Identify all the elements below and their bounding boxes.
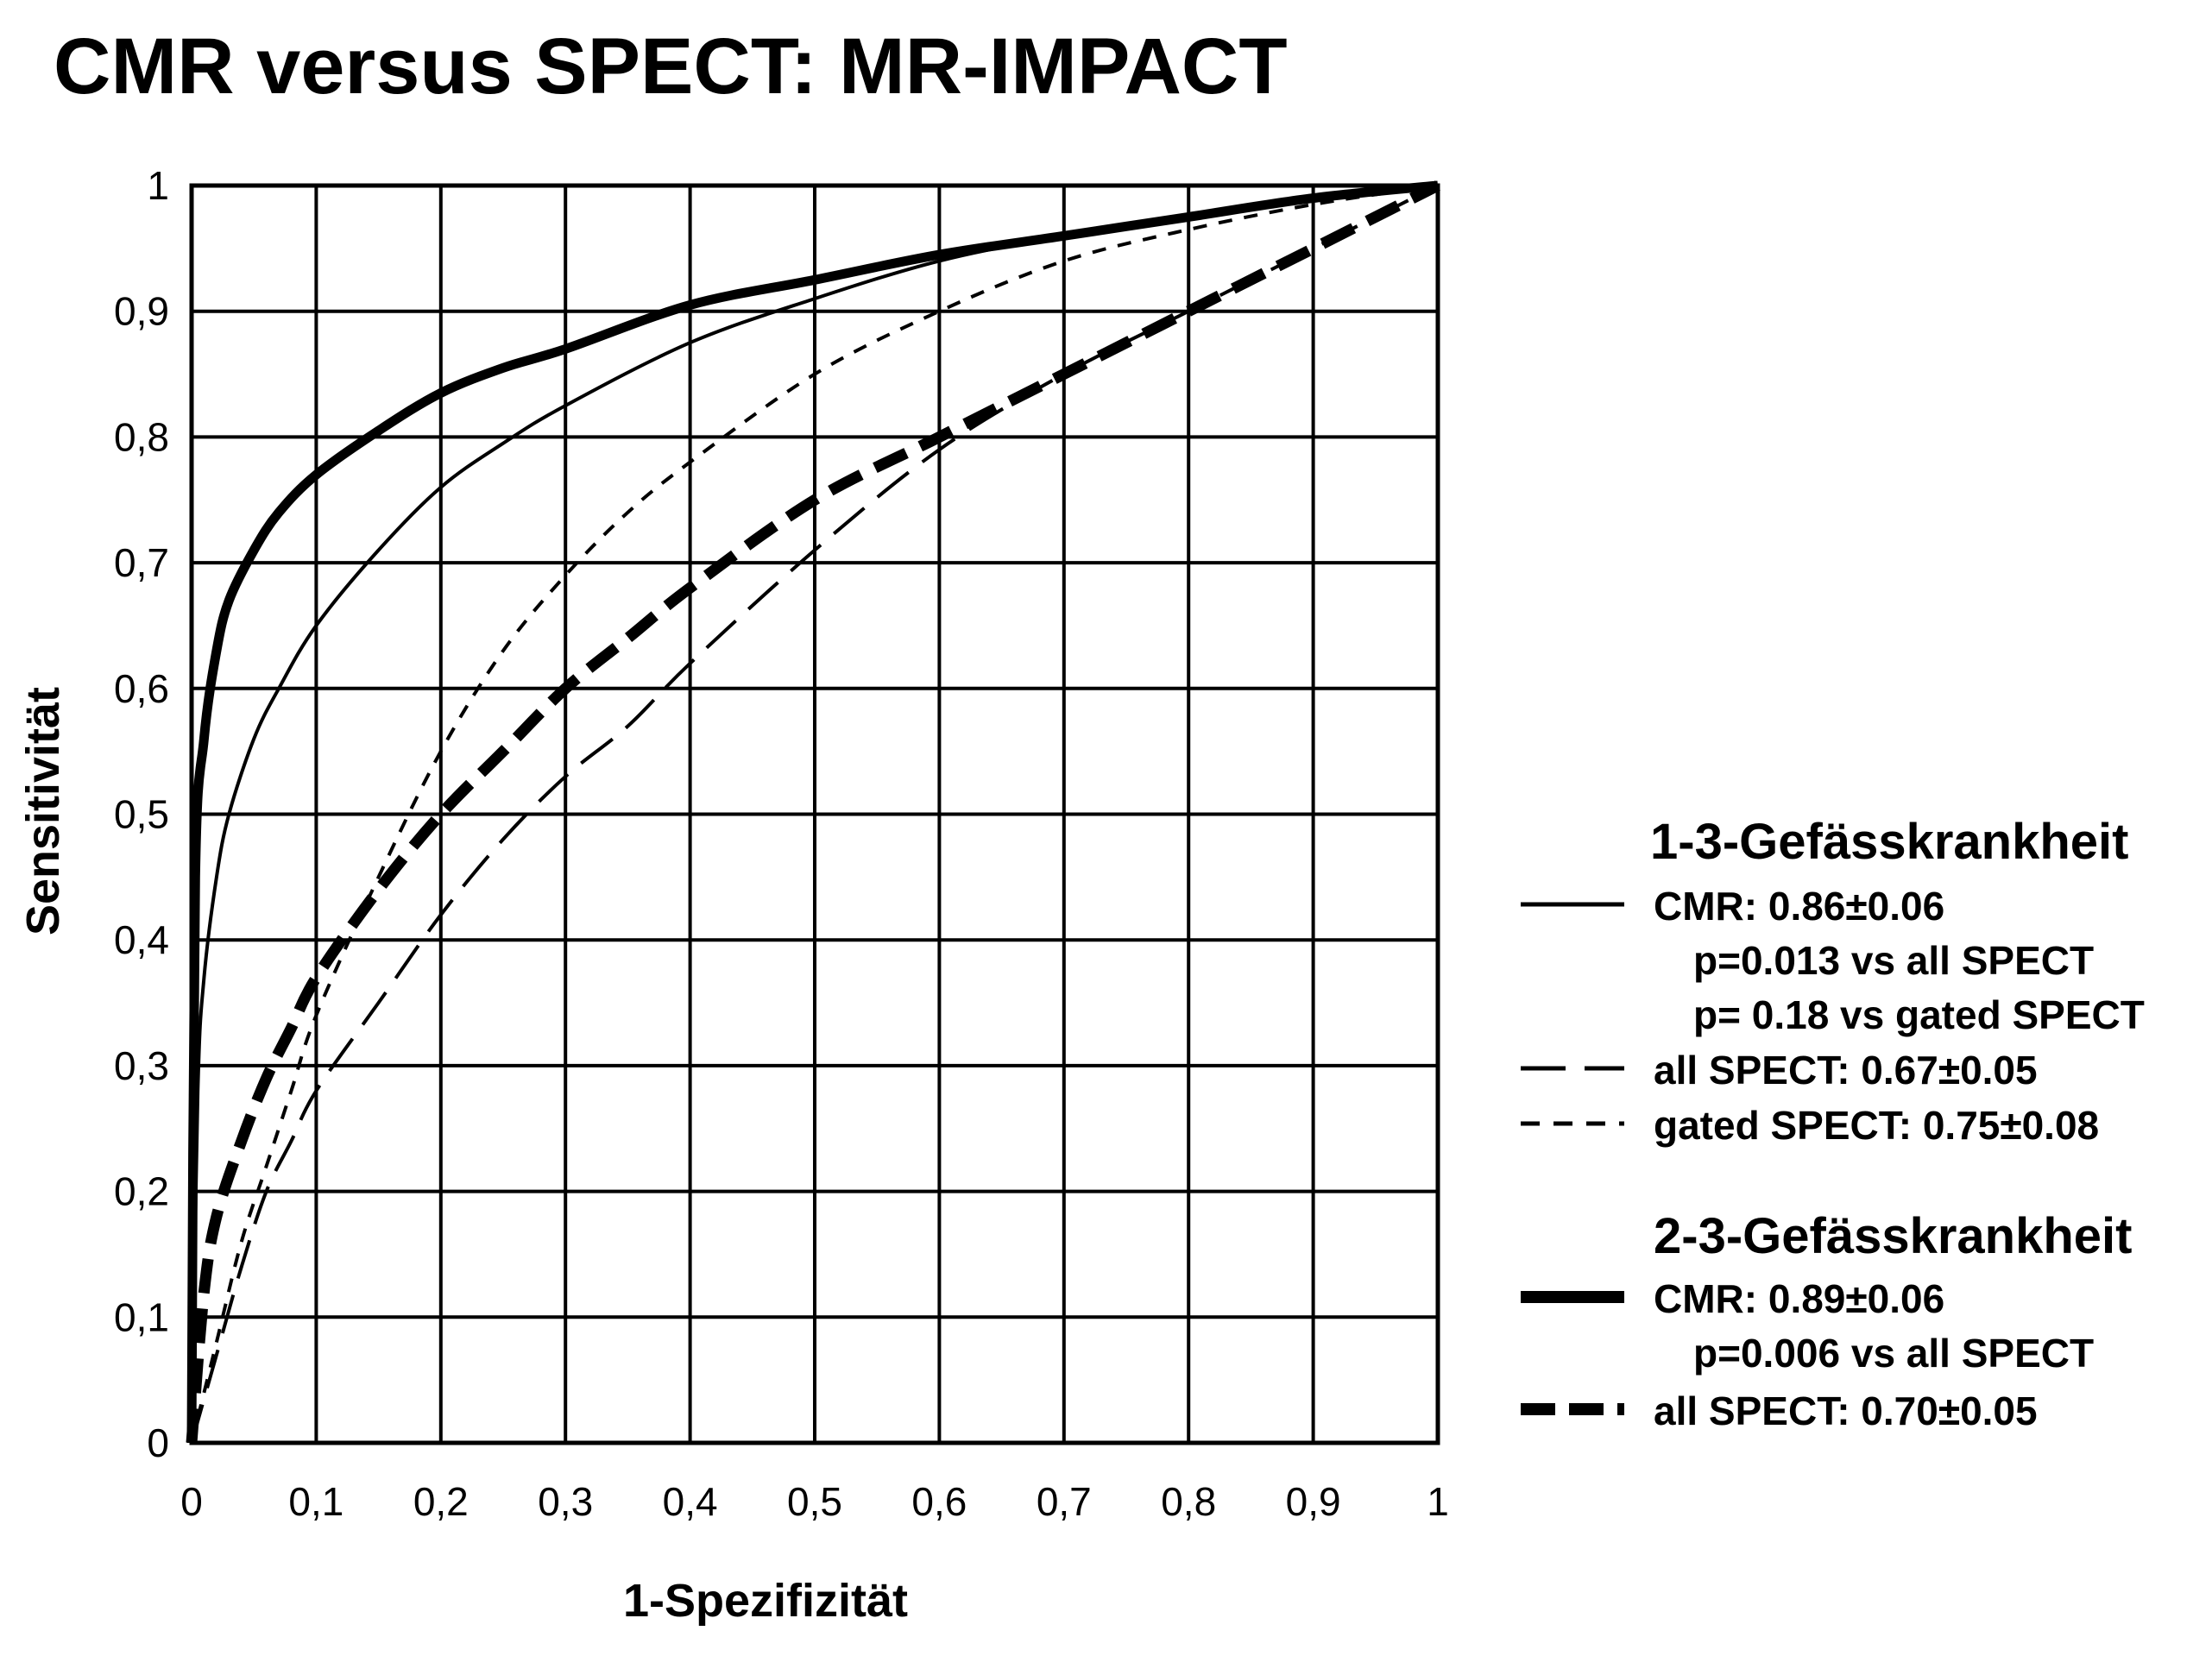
x-axis-label: 1-Spezifizität	[623, 1575, 908, 1627]
x-tick-label: 0,1	[288, 1479, 343, 1524]
y-tick-label: 0,7	[114, 540, 169, 585]
roc-curve-short-dash-thin	[190, 184, 1439, 1444]
y-tick-label: 0,8	[114, 414, 169, 459]
legend-heading-1-3: 1-3-Gefässkrankheit	[1650, 814, 2128, 870]
legend-entry-cmr-1-3: CMR: 0.86±0.06	[1654, 884, 1944, 929]
legend-entry-cmr-2-3: CMR: 0.89±0.06	[1654, 1276, 1944, 1321]
roc-curve-solid-thick	[186, 180, 1439, 1444]
y-axis-ticks: 0 0,1 0,2 0,3 0,4 0,5 0,6 0,7 0,8 0,9 1	[114, 163, 169, 1465]
y-tick-label: 0,1	[114, 1294, 169, 1339]
x-tick-label: 0,9	[1286, 1479, 1341, 1524]
legend: 1-3-Gefässkrankheit CMR: 0.86±0.06 p=0.0…	[1521, 814, 2145, 1433]
y-tick-label: 0,9	[114, 289, 169, 334]
chart-title: CMR versus SPECT: MR-IMPACT	[54, 22, 1288, 110]
x-tick-label: 0,8	[1161, 1479, 1216, 1524]
grid	[192, 186, 1438, 1443]
y-tick-label: 0,6	[114, 666, 169, 711]
y-tick-label: 0	[147, 1420, 169, 1465]
x-tick-label: 0,4	[663, 1479, 718, 1524]
y-axis-label: Sensitivität	[17, 687, 69, 935]
y-tick-label: 0,2	[114, 1169, 169, 1214]
legend-entry-all-spect-2-3: all SPECT: 0.70±0.05	[1654, 1388, 2038, 1433]
x-tick-label: 0,6	[911, 1479, 967, 1524]
x-tick-label: 0,3	[538, 1479, 593, 1524]
legend-entry-p-all-spect-1-3: p=0.013 vs all SPECT	[1693, 938, 2094, 983]
plot-frame	[189, 183, 1440, 1445]
x-axis-ticks: 0 0,1 0,2 0,3 0,4 0,5 0,6 0,7 0,8 0,9 1	[180, 1479, 1449, 1524]
legend-entry-all-spect-1-3: all SPECT: 0.67±0.05	[1654, 1048, 2038, 1092]
x-tick-label: 0,7	[1037, 1479, 1092, 1524]
roc-curves	[186, 180, 1440, 1444]
roc-curve-dash-thick	[186, 180, 1440, 1444]
y-tick-label: 0,4	[114, 917, 169, 962]
legend-heading-2-3: 2-3-Gefässkrankheit	[1654, 1208, 2132, 1264]
roc-curve-long-dash-thin	[190, 184, 1439, 1444]
y-tick-label: 0,3	[114, 1043, 169, 1088]
x-tick-label: 0,5	[787, 1479, 842, 1524]
x-tick-label: 0,2	[413, 1479, 469, 1524]
x-tick-label: 0	[180, 1479, 203, 1524]
y-tick-label: 1	[147, 163, 169, 208]
legend-entry-p-all-spect-2-3: p=0.006 vs all SPECT	[1693, 1331, 2094, 1376]
legend-entry-p-gated-spect-1-3: p= 0.18 vs gated SPECT	[1693, 992, 2145, 1037]
y-tick-label: 0,5	[114, 792, 169, 837]
legend-entry-gated-spect-1-3: gated SPECT: 0.75±0.08	[1654, 1103, 2099, 1148]
x-tick-label: 1	[1427, 1479, 1449, 1524]
